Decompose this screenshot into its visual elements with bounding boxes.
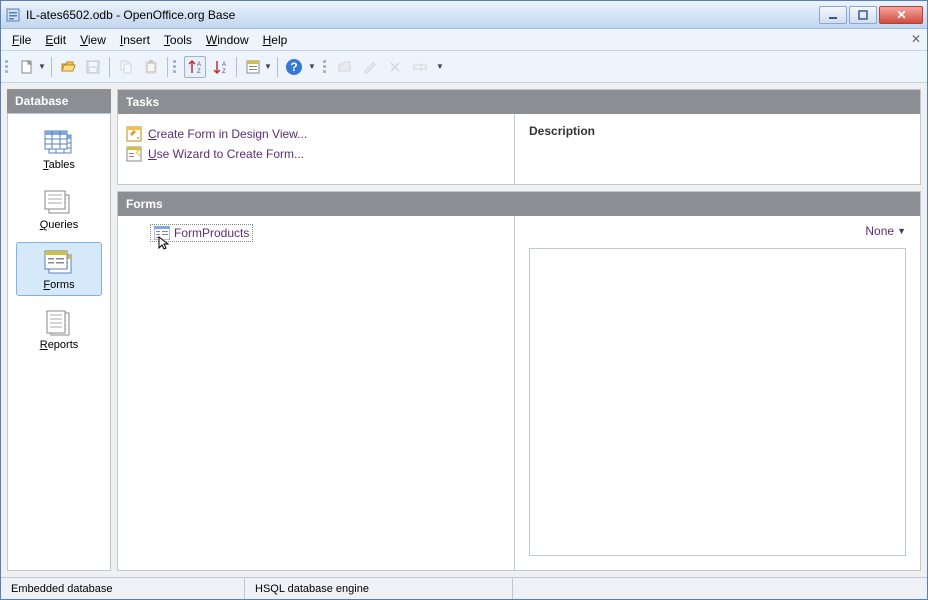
menu-file[interactable]: File	[5, 31, 38, 49]
rename-button	[409, 56, 431, 78]
sidebar-body: Tables Queries Forms Reports	[7, 113, 111, 571]
svg-text:Z: Z	[222, 69, 226, 75]
window-controls	[819, 6, 923, 24]
sidebar-item-label: Forms	[43, 279, 74, 291]
menubar: File Edit View Insert Tools Window Help …	[1, 29, 927, 51]
window-title: IL-ates6502.odb - OpenOffice.org Base	[26, 8, 819, 22]
design-view-icon	[126, 126, 142, 142]
forms-icon	[43, 249, 75, 277]
task-label: Use Wizard to Create Form...	[148, 147, 304, 161]
forms-header: Forms	[118, 192, 920, 216]
toolbar-handle[interactable]	[323, 56, 329, 78]
sidebar-item-label: Queries	[40, 219, 79, 231]
menubar-close-icon[interactable]: ✕	[911, 32, 921, 46]
status-db-engine: HSQL database engine	[245, 578, 513, 599]
toolbar-handle[interactable]	[173, 56, 179, 78]
paste-button	[140, 56, 162, 78]
sidebar-item-queries[interactable]: Queries	[16, 182, 102, 236]
toolbar-separator	[109, 57, 110, 77]
form-button[interactable]: ▼	[242, 56, 272, 78]
toolbar-handle[interactable]	[5, 56, 11, 78]
toolbar-separator	[277, 57, 278, 77]
toolbar-separator	[51, 57, 52, 77]
toolbar-separator	[167, 57, 168, 77]
minimize-button[interactable]	[819, 6, 847, 24]
new-button[interactable]: ▼	[16, 56, 46, 78]
tasks-header: Tasks	[118, 90, 920, 114]
preview-box	[529, 248, 906, 556]
form-item-formproducts[interactable]: FormProducts	[150, 224, 253, 242]
sidebar-header: Database	[7, 89, 111, 113]
status-embedded-db: Embedded database	[1, 578, 245, 599]
sidebar-item-tables[interactable]: Tables	[16, 122, 102, 176]
close-button[interactable]	[879, 6, 923, 24]
form-item-label: FormProducts	[174, 226, 249, 240]
menu-view[interactable]: View	[73, 31, 113, 49]
app-icon	[5, 7, 21, 23]
description-pane: Description	[514, 114, 920, 184]
view-mode-label: None	[865, 224, 894, 238]
edit-button	[359, 56, 381, 78]
sort-ascending-button[interactable]: AZ	[184, 56, 206, 78]
database-sidebar: Database Tables Queries Forms Reports	[7, 89, 111, 571]
svg-text:A: A	[197, 62, 201, 68]
help-dropdown-arrow[interactable]: ▼	[308, 62, 316, 71]
statusbar: Embedded database HSQL database engine	[1, 577, 927, 599]
toolbar: ▼ AZ AZ ▼ ? ▼ ▼	[1, 51, 927, 83]
application-window: IL-ates6502.odb - OpenOffice.org Base Fi…	[0, 0, 928, 600]
main-area: Tasks Create Form in Design View... Use …	[117, 89, 921, 571]
help-button[interactable]: ?	[283, 56, 305, 78]
reports-icon	[43, 309, 75, 337]
menu-help[interactable]: Help	[256, 31, 295, 49]
open-button[interactable]	[57, 56, 79, 78]
menu-insert[interactable]: Insert	[113, 31, 157, 49]
sidebar-item-reports[interactable]: Reports	[16, 302, 102, 356]
form-icon	[154, 226, 170, 240]
forms-list: FormProducts	[118, 216, 514, 570]
preview-pane: None ▼	[514, 216, 920, 570]
sidebar-item-label: Reports	[40, 339, 79, 351]
menu-tools[interactable]: Tools	[157, 31, 199, 49]
menu-edit[interactable]: Edit	[38, 31, 73, 49]
main-body: Database Tables Queries Forms Reports	[1, 83, 927, 577]
forms-panel: Forms FormProducts None ▼	[117, 191, 921, 571]
sort-descending-button[interactable]: AZ	[209, 56, 231, 78]
status-empty	[513, 578, 927, 599]
svg-text:A: A	[222, 62, 226, 68]
toolbar-separator	[236, 57, 237, 77]
chevron-down-icon: ▼	[897, 226, 906, 236]
queries-icon	[43, 189, 75, 217]
titlebar: IL-ates6502.odb - OpenOffice.org Base	[1, 1, 927, 29]
task-create-form-design-view[interactable]: Create Form in Design View...	[126, 124, 506, 144]
save-button	[82, 56, 104, 78]
svg-text:Z: Z	[197, 69, 201, 75]
sidebar-item-forms[interactable]: Forms	[16, 242, 102, 296]
view-mode-dropdown[interactable]: None ▼	[865, 224, 906, 238]
tasks-list: Create Form in Design View... Use Wizard…	[118, 114, 514, 184]
task-label: Create Form in Design View...	[148, 127, 307, 141]
svg-text:?: ?	[290, 60, 297, 74]
description-label: Description	[529, 124, 906, 138]
sidebar-item-label: Tables	[43, 159, 75, 171]
tables-icon	[43, 129, 75, 157]
delete-button	[384, 56, 406, 78]
task-use-wizard-create-form[interactable]: Use Wizard to Create Form...	[126, 144, 506, 164]
tasks-panel: Tasks Create Form in Design View... Use …	[117, 89, 921, 185]
toolbar-overflow-arrow[interactable]: ▼	[436, 62, 444, 71]
open-db-button	[334, 56, 356, 78]
wizard-icon	[126, 146, 142, 162]
copy-button	[115, 56, 137, 78]
menu-window[interactable]: Window	[199, 31, 256, 49]
maximize-button[interactable]	[849, 6, 877, 24]
